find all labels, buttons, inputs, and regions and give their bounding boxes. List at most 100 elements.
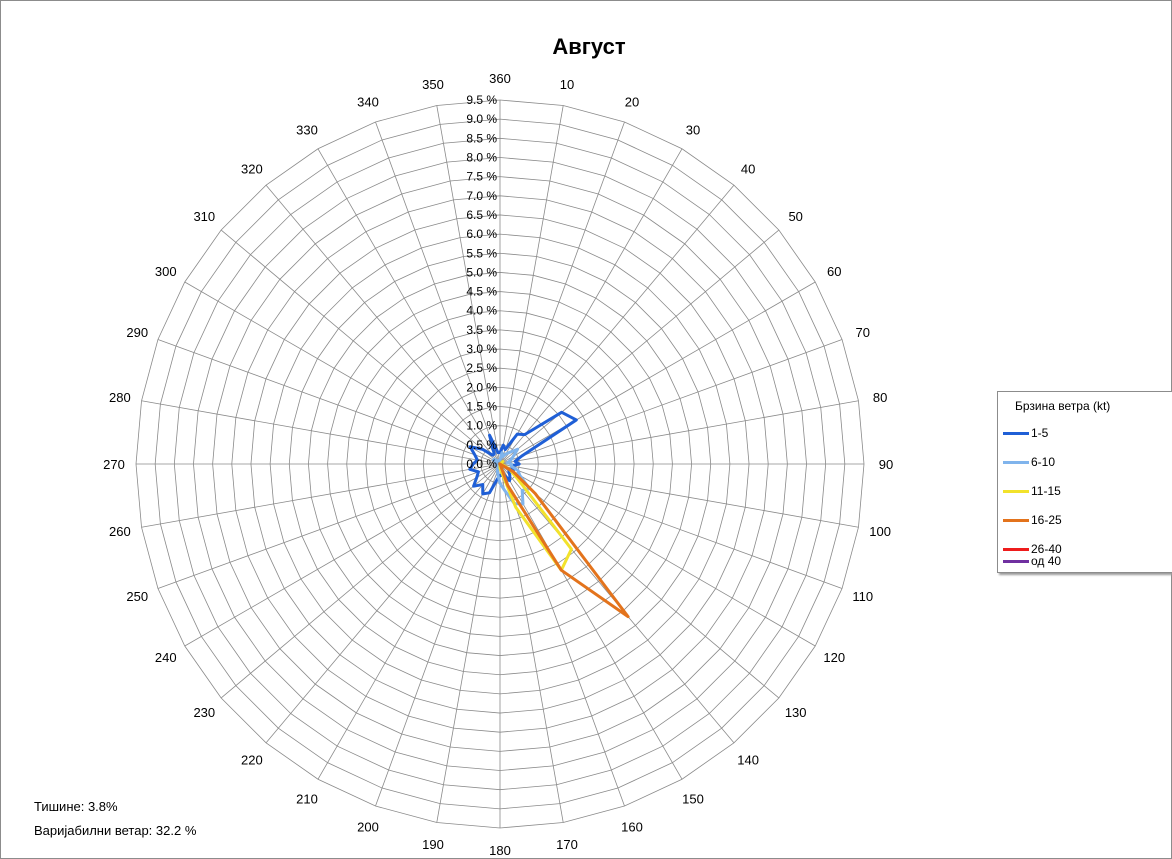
direction-label: 310 (193, 209, 215, 224)
direction-label: 330 (296, 123, 318, 138)
radial-tick-label: 9.5 % (466, 93, 497, 107)
direction-label: 160 (621, 820, 643, 835)
grid-spoke (499, 463, 859, 528)
direction-label: 320 (241, 161, 263, 176)
direction-label: 210 (296, 791, 318, 806)
direction-label: 190 (422, 837, 444, 852)
grid-spoke (499, 463, 816, 647)
direction-label: 360 (489, 71, 511, 86)
direction-label: 70 (855, 325, 869, 340)
radial-tick-label: 4.0 % (466, 304, 497, 318)
radial-tick-label: 8.5 % (466, 131, 497, 145)
grid-spoke (265, 184, 501, 465)
legend-item-26-40: 26-40 (1003, 540, 1062, 558)
grid-spoke (499, 105, 564, 465)
grid-spoke (157, 463, 501, 589)
radial-tick-label: 4.5 % (466, 285, 497, 299)
direction-label: 300 (155, 264, 177, 279)
grid-spoke (375, 121, 501, 465)
grid-spoke (317, 463, 501, 780)
legend-item-1-5: 1-5 (1003, 424, 1048, 442)
radial-tick-label: 2.5 % (466, 361, 497, 375)
legend-label: 16-25 (1031, 513, 1062, 527)
grid-spoke (499, 463, 625, 807)
direction-label: 140 (737, 753, 759, 768)
legend-label: 11-15 (1031, 484, 1061, 498)
legend-item-6-10: 6-10 (1003, 453, 1055, 471)
direction-label: 10 (560, 77, 574, 92)
radial-tick-label: 8.0 % (466, 150, 497, 164)
grid-spoke (375, 463, 501, 807)
direction-label: 180 (489, 843, 511, 858)
radial-tick-label: 0.0 % (466, 457, 497, 471)
legend-label: од 40 (1031, 554, 1062, 568)
legend-swatch (1003, 431, 1029, 435)
direction-label: 230 (193, 705, 215, 720)
grid-spoke (184, 281, 501, 465)
legend-swatch (1003, 489, 1029, 493)
legend-swatch (1003, 547, 1029, 551)
direction-label: 120 (823, 650, 845, 665)
series-layer (468, 410, 630, 619)
grid-spoke (436, 105, 501, 465)
direction-label: 280 (109, 390, 131, 405)
radial-tick-label: 1.0 % (466, 419, 497, 433)
legend-label: 1-5 (1031, 426, 1049, 440)
legend-item-16-25: 16-25 (1003, 511, 1062, 529)
direction-label: 150 (682, 791, 704, 806)
grid-spoke (317, 148, 501, 465)
grid-spoke (499, 229, 780, 465)
radial-tick-label: 9.0 % (466, 112, 497, 126)
legend: Брзина ветра (kt) 1-5 6-10 11-15 16-25 2… (997, 391, 1172, 573)
radial-tick-label: 7.0 % (466, 189, 497, 203)
radial-tick-label: 0.5 % (466, 438, 497, 452)
direction-label: 20 (625, 94, 639, 109)
direction-label: 170 (556, 837, 578, 852)
grid-spoke (499, 148, 683, 465)
radial-tick-label: 6.5 % (466, 208, 497, 222)
grid-spoke (184, 463, 501, 647)
radial-tick-label: 5.5 % (466, 246, 497, 260)
direction-label: 100 (869, 524, 891, 539)
legend-item-od-40: од 40 (1003, 552, 1061, 570)
grid-spoke (220, 463, 501, 699)
direction-label: 40 (741, 161, 755, 176)
radial-tick-label: 3.5 % (466, 323, 497, 337)
direction-label: 130 (785, 705, 807, 720)
radar-grid (135, 99, 865, 829)
direction-labels: 360 10 20 30 40 50 60 70 80 90 100 110 120 130 140 150 1… (103, 71, 893, 858)
direction-label: 260 (109, 524, 131, 539)
direction-label: 110 (852, 589, 873, 604)
direction-label: 270 (103, 457, 125, 472)
grid-spoke (141, 400, 501, 465)
legend-title: Брзина ветра (kt) (1015, 399, 1111, 413)
grid-spoke (499, 463, 683, 780)
direction-label: 290 (126, 325, 148, 340)
direction-label: 350 (422, 77, 444, 92)
grid-spoke (141, 463, 501, 528)
variable-wind-note: Варијабилни ветар: 32.2 % (34, 823, 197, 838)
legend-swatch (1003, 460, 1029, 464)
grid-spoke (499, 463, 564, 823)
legend-label: 6-10 (1031, 455, 1056, 469)
grid-spoke (499, 121, 625, 465)
radial-tick-label: 6.0 % (466, 227, 497, 241)
radial-tick-label: 3.0 % (466, 342, 497, 356)
legend-swatch (1003, 559, 1029, 563)
grid-spoke (499, 339, 843, 465)
direction-label: 200 (357, 820, 379, 835)
direction-label: 340 (357, 94, 379, 109)
radial-tick-label: 1.5 % (466, 400, 497, 414)
direction-label: 60 (827, 264, 841, 279)
series-line (468, 410, 578, 496)
grid-spoke (157, 339, 501, 465)
direction-label: 30 (686, 123, 700, 138)
grid-spoke (499, 463, 780, 699)
radial-tick-label: 2.0 % (466, 380, 497, 394)
direction-label: 240 (155, 650, 177, 665)
series-line (498, 462, 630, 619)
grid-spoke (499, 463, 843, 589)
legend-swatch (1003, 518, 1029, 522)
